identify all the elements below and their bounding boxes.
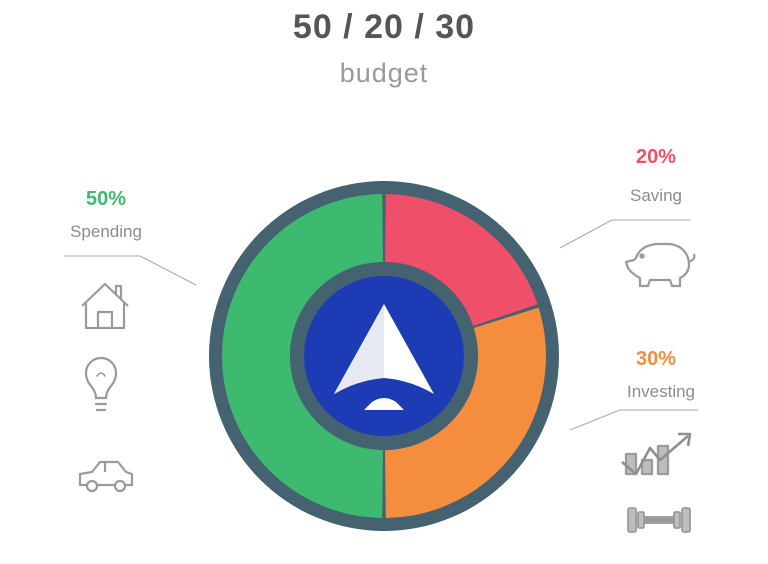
lightbulb-icon <box>84 356 118 412</box>
dumbbell-icon <box>627 507 691 533</box>
growth-chart-icon <box>621 432 692 476</box>
saving-leader-line-diagonal <box>559 219 613 249</box>
spending-leader-line-diagonal <box>139 255 197 286</box>
investing-leader-line-diagonal <box>569 409 621 431</box>
chart-subtitle: budget <box>339 58 429 88</box>
donut-slice-spending <box>222 194 383 518</box>
house-icon <box>81 282 129 330</box>
investing-category-label: Investing <box>626 382 696 401</box>
investing-percent-label: 30% <box>635 348 677 370</box>
saving-percent-label: 20% <box>635 146 677 168</box>
chart-title: 50 / 20 / 30 <box>292 8 476 46</box>
logo-arrow-icon <box>334 304 434 410</box>
spending-percent-label: 50% <box>85 188 127 210</box>
donut-slice-investing <box>385 307 546 518</box>
donut-slice-saving <box>385 194 538 326</box>
spending-category-label: Spending <box>70 222 142 241</box>
piggy-bank-icon <box>624 242 696 288</box>
car-icon <box>78 460 134 493</box>
saving-category-label: Saving <box>630 186 682 205</box>
